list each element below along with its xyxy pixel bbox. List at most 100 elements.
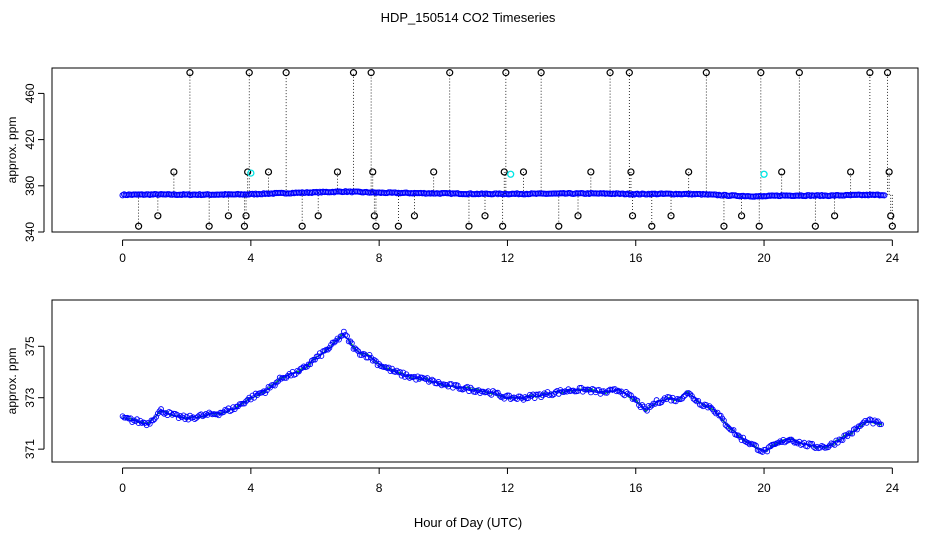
- outlier-point: [333, 168, 342, 176]
- data-point: [790, 438, 796, 444]
- outlier-point: [154, 212, 162, 220]
- panel-bottom: 0 4 8 12 16 20 24 371 373 375 approx. ppm: [5, 299, 919, 495]
- data-point: [475, 387, 482, 393]
- y-tick-label: 375: [23, 336, 37, 356]
- data-point: [434, 380, 440, 387]
- data-point: [427, 377, 434, 384]
- outlier-point: [883, 69, 892, 77]
- data-point: [645, 402, 652, 409]
- plot-frame: [51, 299, 919, 463]
- outlier-point: [186, 69, 194, 77]
- outlier-point: [587, 168, 595, 176]
- x-tick-label: 0: [119, 251, 126, 265]
- outlier-point: [410, 212, 419, 220]
- data-point: [881, 192, 888, 199]
- data-point: [312, 356, 318, 363]
- data-point: [871, 417, 878, 424]
- data-point: [875, 418, 881, 425]
- outlier-point: [702, 69, 710, 77]
- data-point: [344, 333, 350, 339]
- data-point: [687, 391, 694, 397]
- data-point: [119, 413, 126, 420]
- x-tick-label: 20: [757, 251, 771, 265]
- data-point: [385, 364, 392, 371]
- data-point: [717, 412, 724, 419]
- data-point: [854, 426, 860, 433]
- data-point: [324, 346, 331, 353]
- x-tick-label: 8: [376, 481, 383, 495]
- data-point: [868, 417, 875, 424]
- data-point: [153, 414, 160, 420]
- data-point: [547, 391, 554, 398]
- data-point: [201, 412, 208, 419]
- data-point: [341, 328, 347, 335]
- data-point: [353, 347, 360, 353]
- outlier-point: [500, 168, 508, 176]
- data-point: [454, 382, 461, 389]
- outlier-point: [367, 69, 375, 77]
- data-point: [615, 387, 621, 394]
- y-tick-label: 420: [23, 129, 37, 149]
- series-line-alt: [122, 333, 883, 452]
- data-point: [273, 379, 280, 386]
- panel-top: 0 4 8 12 16 20 24 340 380 420 460 approx. ppm: [5, 67, 919, 265]
- data-point: [538, 394, 544, 401]
- outlier-point: [369, 168, 377, 176]
- outlier-point: [628, 212, 637, 220]
- outlier-point: [170, 168, 178, 176]
- data-point: [878, 421, 884, 428]
- outlier-point: [224, 212, 233, 220]
- data-point: [708, 404, 714, 411]
- x-tick-label: 12: [501, 481, 515, 495]
- data-point: [366, 352, 373, 358]
- outlier-point: [831, 212, 839, 220]
- data-point: [788, 436, 795, 443]
- data-point: [174, 411, 180, 418]
- data-point: [642, 406, 649, 412]
- data-point: [876, 421, 883, 428]
- outlier-point: [755, 222, 763, 230]
- data-point: [129, 419, 136, 425]
- plot-frame: [51, 67, 919, 233]
- data-point: [355, 348, 362, 355]
- data-point: [639, 402, 646, 408]
- outlier-point: [625, 69, 633, 77]
- data-point: [527, 391, 533, 398]
- data-point: [177, 413, 184, 419]
- outlier-point: [349, 69, 358, 77]
- outlier-point: [606, 69, 614, 77]
- outlier-point: [574, 212, 582, 220]
- outlier-point: [244, 168, 252, 176]
- data-point: [676, 396, 682, 403]
- data-point: [336, 336, 342, 343]
- outlier-point: [135, 222, 143, 230]
- flagged-point: [507, 170, 515, 178]
- data-point: [393, 367, 400, 374]
- data-point: [326, 345, 333, 351]
- outlier-point: [667, 212, 675, 220]
- data-point: [315, 353, 322, 360]
- data-point: [653, 397, 660, 403]
- data-point: [260, 388, 267, 395]
- outlier-point: [887, 212, 895, 220]
- data-point: [860, 419, 867, 426]
- data-point: [411, 373, 418, 380]
- x-tick-label: 20: [757, 481, 771, 495]
- outlier-point: [888, 222, 896, 230]
- data-point: [705, 404, 711, 411]
- outlier-point: [502, 69, 510, 77]
- data-point: [549, 392, 556, 399]
- data-point: [243, 398, 249, 405]
- data-point: [737, 434, 743, 440]
- data-point: [647, 404, 654, 410]
- y-axis-label: approx. ppm: [5, 348, 19, 415]
- outlier-point: [465, 222, 473, 230]
- outlier-point: [298, 222, 306, 230]
- outlier-point: [446, 69, 454, 77]
- y-tick-label: 371: [23, 439, 37, 459]
- data-point: [352, 345, 358, 352]
- flagged-point: [247, 169, 255, 177]
- data-point: [722, 422, 729, 428]
- x-tick-label: 12: [501, 251, 515, 265]
